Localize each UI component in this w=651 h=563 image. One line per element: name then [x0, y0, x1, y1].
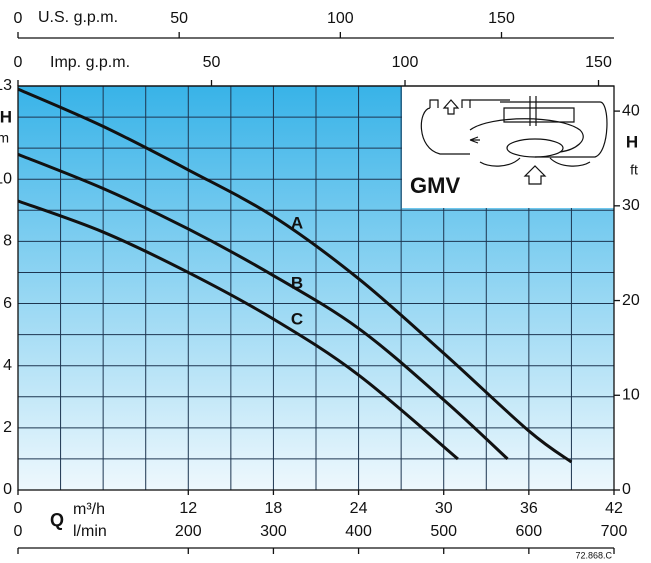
- y-tick-label: 2: [3, 419, 12, 436]
- x-tick-label: 30: [435, 500, 453, 517]
- top-axis-label: U.S. g.p.m.: [38, 9, 118, 26]
- x2-tick-label: 0: [14, 523, 23, 540]
- y-tick-label: 6: [3, 295, 12, 312]
- y-tick-label: 8: [3, 233, 12, 250]
- top-tick-label: 150: [488, 10, 515, 27]
- y-tick-label: 10: [0, 170, 12, 187]
- curve-label: B: [291, 273, 303, 292]
- y2-axis-unit: ft: [630, 162, 638, 178]
- annotation: GMV: [410, 173, 460, 198]
- y-axis-label: H: [0, 107, 12, 126]
- y-tick-label: 13: [0, 77, 12, 94]
- curve: [17, 87, 573, 464]
- x-tick-label: 36: [520, 500, 538, 517]
- top-tick-label: 50: [170, 10, 188, 27]
- x2-tick-label: 300: [260, 523, 287, 540]
- figure-code: 72.868.C: [575, 550, 612, 560]
- pump-diagram: [420, 96, 608, 185]
- top-tick-label: 100: [392, 54, 419, 71]
- x2-tick-label: 400: [345, 523, 372, 540]
- top-tick-label: 50: [203, 54, 221, 71]
- y2-tick-label: 20: [622, 292, 640, 309]
- y2-tick-label: 30: [622, 197, 640, 214]
- top-tick-label: 100: [327, 10, 354, 27]
- y-tick-label: 0: [3, 481, 12, 498]
- curve-label: C: [291, 309, 303, 328]
- top-axis-label: Imp. g.p.m.: [50, 54, 130, 71]
- x-tick-label: 42: [605, 500, 623, 517]
- y2-tick-label: 40: [622, 102, 640, 119]
- x-tick-label: 24: [350, 500, 368, 517]
- x2-tick-label: 700: [601, 523, 628, 540]
- x-axis-label: Q: [50, 510, 64, 530]
- curve: [17, 152, 509, 461]
- top-tick-label: 0: [14, 54, 23, 71]
- x-tick-label: 18: [265, 500, 283, 517]
- x-tick-label: 0: [14, 500, 23, 517]
- y2-tick-label: 10: [622, 386, 640, 403]
- inset-box: [402, 86, 614, 208]
- curve-label: A: [291, 213, 303, 232]
- x2-tick-label: 500: [430, 523, 457, 540]
- x2-tick-label: 600: [516, 523, 543, 540]
- top-tick-label: 0: [14, 10, 23, 27]
- x-axis-unit: m³/h: [73, 501, 105, 518]
- curve: [17, 199, 459, 461]
- y-axis-unit: m: [0, 130, 9, 146]
- x2-axis-label: l/min: [73, 523, 107, 540]
- x-tick-label: 12: [179, 500, 197, 517]
- y-tick-label: 4: [3, 357, 12, 374]
- y2-tick-label: 0: [622, 481, 631, 498]
- x2-tick-label: 200: [175, 523, 202, 540]
- y2-axis-label: H: [626, 132, 638, 151]
- top-tick-label: 150: [585, 54, 612, 71]
